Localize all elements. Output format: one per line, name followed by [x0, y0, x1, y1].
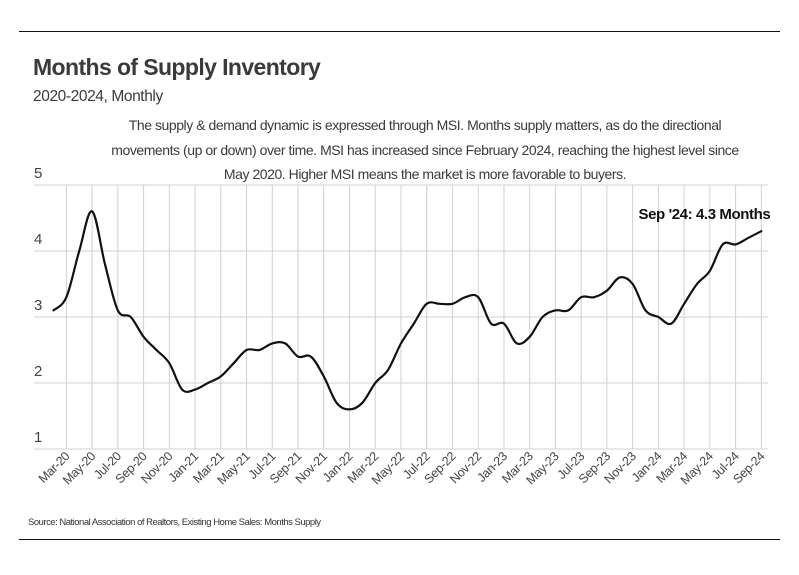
y-tick-label: 4 — [34, 231, 42, 248]
y-tick-label: 5 — [34, 165, 42, 182]
chart-subtitle: 2020-2024, Monthly — [33, 88, 163, 105]
x-axis-ticks: Mar-20May-20Jul-20Sep-20Nov-20Jan-21Mar-… — [36, 449, 768, 487]
y-tick-label: 3 — [34, 297, 42, 314]
chart-description: The supply & demand dynamic is expressed… — [111, 117, 739, 182]
chart-title: Months of Supply Inventory — [33, 54, 321, 80]
series-line-months-supply — [52, 210, 763, 411]
vertical-gridlines — [65, 185, 762, 449]
y-tick-label: 1 — [34, 429, 42, 446]
y-tick-label: 2 — [34, 363, 42, 380]
latest-value-annotation: Sep '24: 4.3 Months — [639, 206, 771, 223]
bottom-rule — [19, 539, 780, 540]
top-rule — [19, 31, 780, 32]
y-axis-ticks: 1 2 3 4 5 — [34, 165, 42, 446]
source-note: Source: National Association of Realtors… — [28, 517, 321, 528]
